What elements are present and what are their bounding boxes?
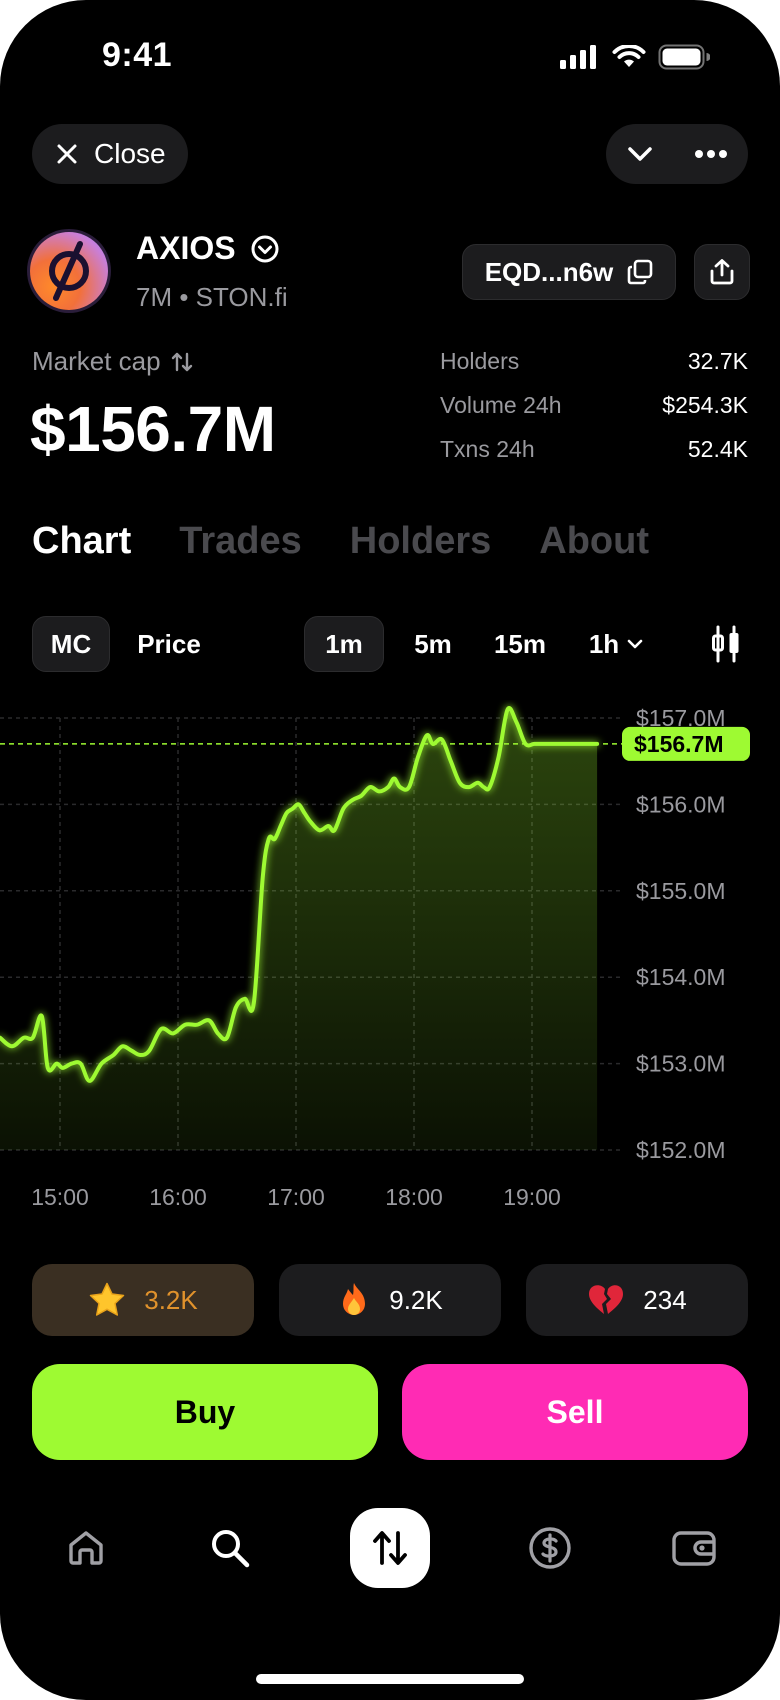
buy-button[interactable]: Buy <box>32 1364 378 1460</box>
chevron-down-icon[interactable] <box>627 146 653 162</box>
nav-search[interactable] <box>194 1520 266 1576</box>
token-name-row: AXIOS <box>136 230 280 267</box>
y-axis-label: $154.0M <box>636 964 726 990</box>
x-axis-label: 16:00 <box>149 1184 207 1210</box>
nav-wallet[interactable] <box>658 1520 730 1576</box>
status-icons <box>560 44 710 70</box>
market-cap-value: $156.7M <box>30 393 276 465</box>
fire-icon <box>343 1283 366 1315</box>
battery-icon <box>658 44 710 70</box>
market-cap-chart[interactable]: $157.0M $156.0M $155.0M $154.0M $153.0M $152.… <box>0 700 780 1180</box>
tab-chart[interactable]: Chart <box>32 520 132 562</box>
current-value-label: $156.7M <box>634 731 724 757</box>
search-icon <box>212 1530 250 1568</box>
star-icon <box>90 1282 125 1316</box>
x-axis-label: 17:00 <box>267 1184 325 1210</box>
home-indicator <box>256 1674 524 1684</box>
tab-trades[interactable]: Trades <box>179 520 302 562</box>
nav-swap-button[interactable] <box>350 1508 430 1588</box>
timeframe-1h-label: 1h <box>588 628 620 659</box>
signal-icon <box>560 45 596 69</box>
stat-key: Volume 24h <box>440 392 562 418</box>
stat-txns: Txns 24h 52.4K <box>440 436 748 480</box>
reaction-count: 234 <box>643 1284 687 1315</box>
token-subtitle: 7M • STON.fi <box>136 282 288 312</box>
swap-icon <box>373 1531 407 1565</box>
candlestick-icon <box>712 625 739 663</box>
timeframe-15m-button[interactable]: 15m <box>493 628 547 659</box>
close-label: Close <box>94 138 166 169</box>
y-axis-label: $152.0M <box>636 1137 726 1163</box>
token-address: EQD...n6w <box>484 256 614 287</box>
y-axis-label: $153.0M <box>636 1051 726 1077</box>
x-axis-label: 19:00 <box>503 1184 561 1210</box>
copy-icon <box>627 259 653 285</box>
nav-home[interactable] <box>50 1520 122 1576</box>
market-cap-label: Market cap <box>32 346 161 376</box>
tab-bar: Chart Trades Holders About <box>32 520 649 563</box>
stats-list: Holders 32.7K Volume 24h $254.3K Txns 24… <box>440 348 748 480</box>
stat-key: Holders <box>440 348 520 374</box>
x-axis-labels: 15:00 16:00 17:00 18:00 19:00 <box>0 1184 780 1216</box>
stat-key: Txns 24h <box>440 436 535 462</box>
broken-heart-icon <box>589 1285 624 1314</box>
token-name: AXIOS <box>136 230 236 266</box>
y-axis-label: $156.0M <box>636 791 726 817</box>
status-time: 9:41 <box>102 36 173 74</box>
stat-value: 32.7K <box>687 348 748 374</box>
reaction-fire-button[interactable]: 9.2K <box>279 1264 501 1336</box>
dollar-icon <box>529 1527 571 1569</box>
y-axis-label: $157.0M <box>636 705 726 731</box>
more-icon[interactable] <box>694 149 728 159</box>
mode-price-button[interactable]: Price <box>137 628 201 659</box>
verified-icon <box>251 235 279 262</box>
reaction-star-button[interactable]: 3.2K <box>32 1264 254 1336</box>
stat-volume: Volume 24h $254.3K <box>440 392 748 436</box>
timeframe-5m-button[interactable]: 5m <box>414 628 452 659</box>
reaction-count: 3.2K <box>144 1284 198 1315</box>
tab-holders[interactable]: Holders <box>349 520 492 562</box>
wallet-icon <box>672 1531 716 1566</box>
stat-value: $254.3K <box>662 392 748 418</box>
top-right-controls <box>606 124 748 184</box>
tab-about[interactable]: About <box>539 520 649 562</box>
wifi-icon <box>612 45 646 67</box>
mode-mc-button[interactable]: MC <box>32 616 110 672</box>
x-axis-label: 18:00 <box>385 1184 443 1210</box>
reaction-broken-heart-button[interactable]: 234 <box>526 1264 748 1336</box>
y-axis-label: $155.0M <box>636 878 726 904</box>
current-value-tag: $156.7M <box>622 726 750 761</box>
stat-value: 52.4K <box>687 436 748 462</box>
home-icon <box>69 1531 103 1565</box>
stat-holders: Holders 32.7K <box>440 348 748 392</box>
timeframe-1h-dropdown[interactable]: 1h <box>574 616 658 672</box>
candlestick-toggle-button[interactable] <box>704 620 748 668</box>
sell-button[interactable]: Sell <box>402 1364 748 1460</box>
chart-area <box>0 707 598 1150</box>
share-button[interactable] <box>694 244 750 300</box>
timeframe-1m-button[interactable]: 1m <box>304 616 384 672</box>
x-axis-label: 15:00 <box>31 1184 89 1210</box>
nav-earn[interactable] <box>514 1520 586 1576</box>
sort-icon <box>171 352 192 371</box>
share-icon <box>710 259 734 285</box>
token-logo <box>30 232 108 310</box>
close-icon <box>57 144 77 164</box>
reaction-count: 9.2K <box>389 1284 443 1315</box>
address-copy-button[interactable]: EQD...n6w <box>462 244 676 300</box>
market-cap-label-row[interactable]: Market cap <box>32 346 193 377</box>
close-button[interactable]: Close <box>32 124 188 184</box>
chevron-down-icon <box>627 639 643 649</box>
chart-line <box>0 706 600 1083</box>
